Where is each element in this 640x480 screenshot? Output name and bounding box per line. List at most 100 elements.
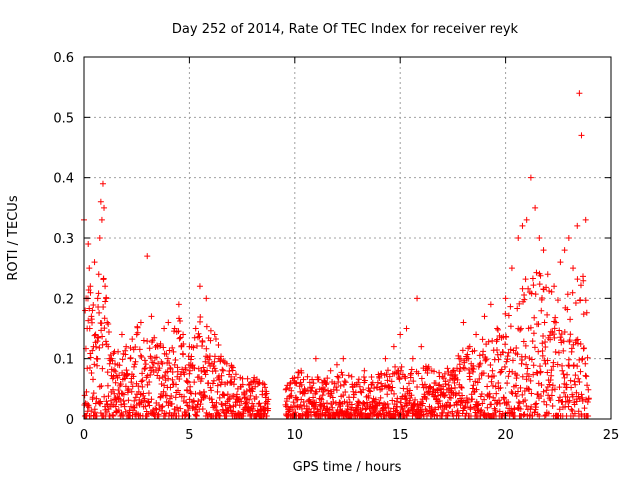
data-point	[569, 289, 576, 296]
data-point	[141, 366, 148, 373]
data-point	[565, 403, 572, 410]
data-point	[467, 404, 474, 411]
data-point	[448, 385, 455, 392]
data-point	[502, 310, 509, 317]
data-point	[581, 345, 588, 352]
data-point	[192, 390, 199, 397]
data-point	[574, 363, 581, 370]
data-point	[531, 409, 538, 416]
data-point	[177, 405, 184, 412]
data-point	[176, 335, 183, 342]
data-point	[210, 377, 217, 384]
data-point	[520, 411, 527, 418]
data-point	[366, 387, 373, 394]
data-point	[184, 387, 191, 394]
data-point	[403, 412, 410, 419]
data-point	[90, 343, 97, 350]
data-point	[161, 382, 168, 389]
data-point	[454, 376, 461, 383]
data-point	[543, 284, 550, 291]
data-point	[190, 344, 197, 351]
data-point	[517, 326, 524, 333]
data-point	[446, 394, 453, 401]
data-point	[558, 339, 565, 346]
data-point	[174, 404, 181, 411]
data-point	[541, 398, 548, 405]
data-point	[113, 399, 120, 406]
y-tick-label: 0.6	[53, 51, 74, 66]
data-point	[206, 356, 213, 363]
data-point	[297, 401, 304, 408]
data-point	[85, 317, 92, 324]
data-point	[146, 379, 153, 386]
data-point	[582, 297, 589, 304]
data-point	[204, 367, 211, 374]
data-point	[263, 390, 270, 397]
data-point	[540, 388, 547, 395]
data-point	[283, 385, 290, 392]
data-point	[560, 338, 567, 345]
data-point	[478, 391, 485, 398]
data-point	[453, 401, 460, 408]
data-point	[98, 320, 105, 327]
data-point	[99, 333, 106, 340]
data-point	[466, 370, 473, 377]
data-point	[481, 313, 488, 320]
data-point	[132, 344, 139, 351]
data-point	[581, 405, 588, 412]
data-point	[559, 367, 566, 374]
data-point	[99, 180, 106, 187]
data-point	[185, 407, 192, 414]
data-point	[478, 406, 485, 413]
data-point	[461, 359, 468, 366]
data-point	[565, 362, 572, 369]
data-point	[92, 331, 99, 338]
data-point	[98, 383, 105, 390]
data-point	[388, 387, 395, 394]
data-point	[535, 321, 542, 328]
data-point	[548, 288, 555, 295]
data-point	[500, 349, 507, 356]
data-point	[116, 362, 123, 369]
y-axis-label: ROTI / TECUs	[6, 195, 21, 280]
data-point	[211, 402, 218, 409]
data-point	[517, 384, 524, 391]
data-point	[372, 396, 379, 403]
data-point	[530, 362, 537, 369]
data-point	[548, 372, 555, 379]
data-point	[556, 384, 563, 391]
data-point	[485, 372, 492, 379]
data-point	[239, 381, 246, 388]
data-point	[310, 394, 317, 401]
data-point	[523, 361, 530, 368]
data-point	[522, 342, 529, 349]
data-point	[374, 379, 381, 386]
data-point	[384, 391, 391, 398]
data-point	[521, 296, 528, 303]
data-point	[472, 378, 479, 385]
data-point	[578, 391, 585, 398]
data-point	[197, 401, 204, 408]
data-point	[203, 345, 210, 352]
data-point	[574, 222, 581, 229]
data-point	[432, 380, 439, 387]
data-point	[139, 377, 146, 384]
data-point	[220, 367, 227, 374]
data-point	[282, 386, 289, 393]
data-point	[216, 394, 223, 401]
data-point	[551, 334, 558, 341]
data-point	[576, 90, 583, 97]
data-point	[123, 367, 130, 374]
data-point	[417, 408, 424, 415]
data-point	[481, 396, 488, 403]
data-point	[103, 295, 110, 302]
data-point	[97, 398, 104, 405]
data-point	[497, 400, 504, 407]
data-point	[172, 356, 179, 363]
data-point	[528, 356, 535, 363]
data-point	[452, 371, 459, 378]
data-point	[166, 360, 173, 367]
data-point	[263, 412, 270, 419]
data-point	[162, 377, 169, 384]
data-point	[98, 216, 105, 223]
